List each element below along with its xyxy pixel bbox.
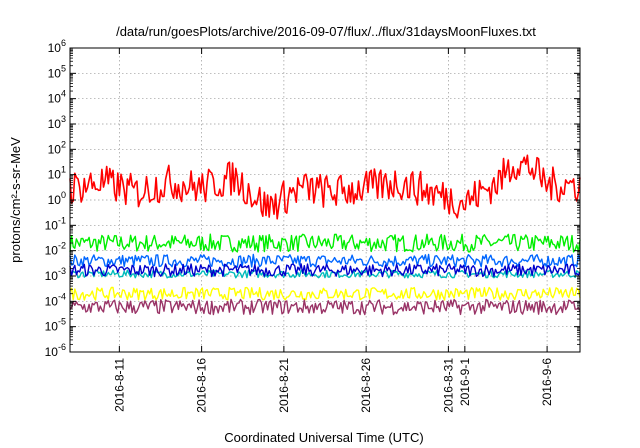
y-tick-label: 10-2 bbox=[45, 241, 66, 258]
series-layer bbox=[69, 154, 581, 316]
series-line bbox=[69, 263, 581, 278]
y-tick-label: 100 bbox=[48, 190, 66, 207]
y-tick-label: 101 bbox=[48, 165, 66, 182]
y-tick-label: 104 bbox=[48, 89, 66, 106]
y-tick-label: 103 bbox=[48, 114, 66, 131]
series-line bbox=[69, 253, 581, 268]
x-axis: 2016-8-11 2016-8-16 2016-8-21 2016-8-26 2016… bbox=[112, 48, 554, 413]
x-tick-label: 2016-8-16 bbox=[195, 358, 209, 413]
y-axis: 10-6 10-5 10-4 10-3 10-2 10-1 100 101 102 103 104 1… bbox=[45, 38, 580, 359]
x-tick-label: 2016-9-1 bbox=[458, 358, 472, 406]
series-line bbox=[69, 269, 581, 279]
y-tick-label: 102 bbox=[48, 139, 66, 156]
y-tick-label: 10-1 bbox=[45, 215, 66, 232]
chart-grid bbox=[70, 48, 580, 352]
series-line bbox=[69, 233, 581, 253]
y-tick-label: 10-5 bbox=[45, 317, 66, 334]
chart-title: /data/run/goesPlots/archive/2016-09-07/f… bbox=[116, 24, 536, 39]
y-tick-label: 10-3 bbox=[45, 266, 66, 283]
x-tick-label: 2016-8-21 bbox=[277, 358, 291, 413]
x-tick-label: 2016-9-6 bbox=[540, 358, 554, 406]
y-tick-label: 106 bbox=[48, 38, 66, 55]
x-tick-label: 2016-8-11 bbox=[112, 358, 126, 412]
x-tick-label: 2016-8-31 bbox=[441, 358, 455, 413]
y-tick-label: 10-4 bbox=[45, 291, 66, 308]
y-tick-label: 105 bbox=[48, 63, 66, 80]
series-line bbox=[69, 286, 581, 301]
x-axis-label: Coordinated Universal Time (UTC) bbox=[224, 430, 423, 445]
x-tick-label: 2016-8-26 bbox=[359, 358, 373, 413]
series-line bbox=[69, 154, 581, 220]
y-axis-label: protons/cm²-s-sr-MeV bbox=[8, 137, 23, 263]
series-line bbox=[69, 298, 581, 316]
y-tick-label: 10-6 bbox=[45, 342, 66, 359]
